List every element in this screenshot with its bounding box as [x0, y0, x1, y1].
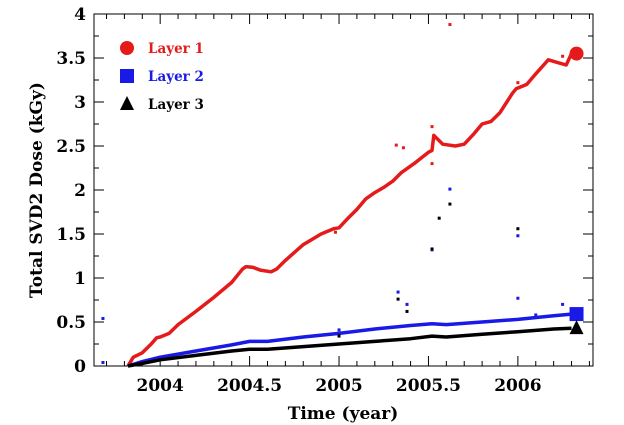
end-marker: [569, 307, 584, 322]
outlier-point: [561, 302, 565, 306]
outlier-point: [516, 227, 520, 231]
y-tick-label: 3.5: [56, 49, 86, 69]
outlier-point: [333, 230, 337, 234]
series-1: [126, 23, 584, 367]
outlier-point: [101, 360, 105, 364]
legend-marker: [120, 41, 134, 55]
series-line: [127, 312, 572, 368]
outlier-point: [448, 187, 452, 191]
outlier-point: [430, 125, 434, 129]
y-tick-label: 1.5: [56, 225, 86, 245]
outlier-point: [430, 247, 434, 251]
y-tick-label: 3: [74, 93, 86, 113]
y-tick-label: 4: [74, 5, 86, 25]
outlier-point: [337, 334, 341, 338]
outlier-point: [534, 313, 538, 317]
series-2: [101, 187, 584, 368]
y-tick-label: 0: [74, 357, 86, 377]
outlier-point: [516, 81, 520, 85]
end-marker: [569, 320, 584, 335]
outlier-point: [396, 290, 400, 294]
series-3: [127, 202, 584, 368]
legend: Layer 1 Layer 2 Layer 3: [120, 41, 204, 113]
y-axis: 0 0.5 1 1.5 2 2.5 3 3.5 4: [56, 5, 593, 377]
series-line: [126, 52, 574, 367]
y-tick-label: 1: [74, 269, 86, 289]
x-tick-label: 2004.5: [217, 376, 282, 396]
outlier-point: [561, 54, 565, 58]
y-tick-label: 2: [74, 181, 86, 201]
outlier-point: [401, 146, 405, 150]
y-tick-label: 0.5: [56, 313, 86, 333]
outlier-point: [430, 162, 434, 166]
outlier-point: [516, 234, 520, 238]
plot-area: [101, 23, 584, 368]
legend-label: Layer 2: [148, 69, 204, 85]
outlier-point: [516, 296, 520, 300]
legend-label: Layer 3: [148, 97, 204, 113]
x-tick-label: 2005.5: [396, 376, 461, 396]
outlier-point: [396, 297, 400, 301]
outlier-point: [394, 143, 398, 147]
outlier-point: [448, 202, 452, 206]
outlier-point: [337, 328, 341, 332]
outlier-point: [448, 23, 452, 27]
x-tick-label: 2004: [137, 376, 184, 396]
y-tick-label: 2.5: [56, 137, 86, 157]
legend-marker: [120, 69, 134, 83]
x-tick-label: 2006: [494, 376, 541, 396]
outlier-point: [101, 316, 105, 320]
outlier-point: [405, 302, 409, 306]
end-marker: [569, 46, 584, 61]
legend-marker: [120, 95, 134, 110]
outlier-point: [437, 216, 441, 220]
series-line: [127, 326, 572, 368]
outlier-point: [405, 309, 409, 313]
legend-label: Layer 1: [148, 41, 204, 57]
x-axis: 2004 2004.5 2005 2005.5 2006: [106, 14, 590, 396]
plot-frame: [93, 13, 594, 367]
y-axis-label: Total SVD2 Dose (kGy): [27, 82, 47, 298]
x-axis-label: Time (year): [288, 404, 399, 424]
x-tick-label: 2005: [315, 376, 362, 396]
